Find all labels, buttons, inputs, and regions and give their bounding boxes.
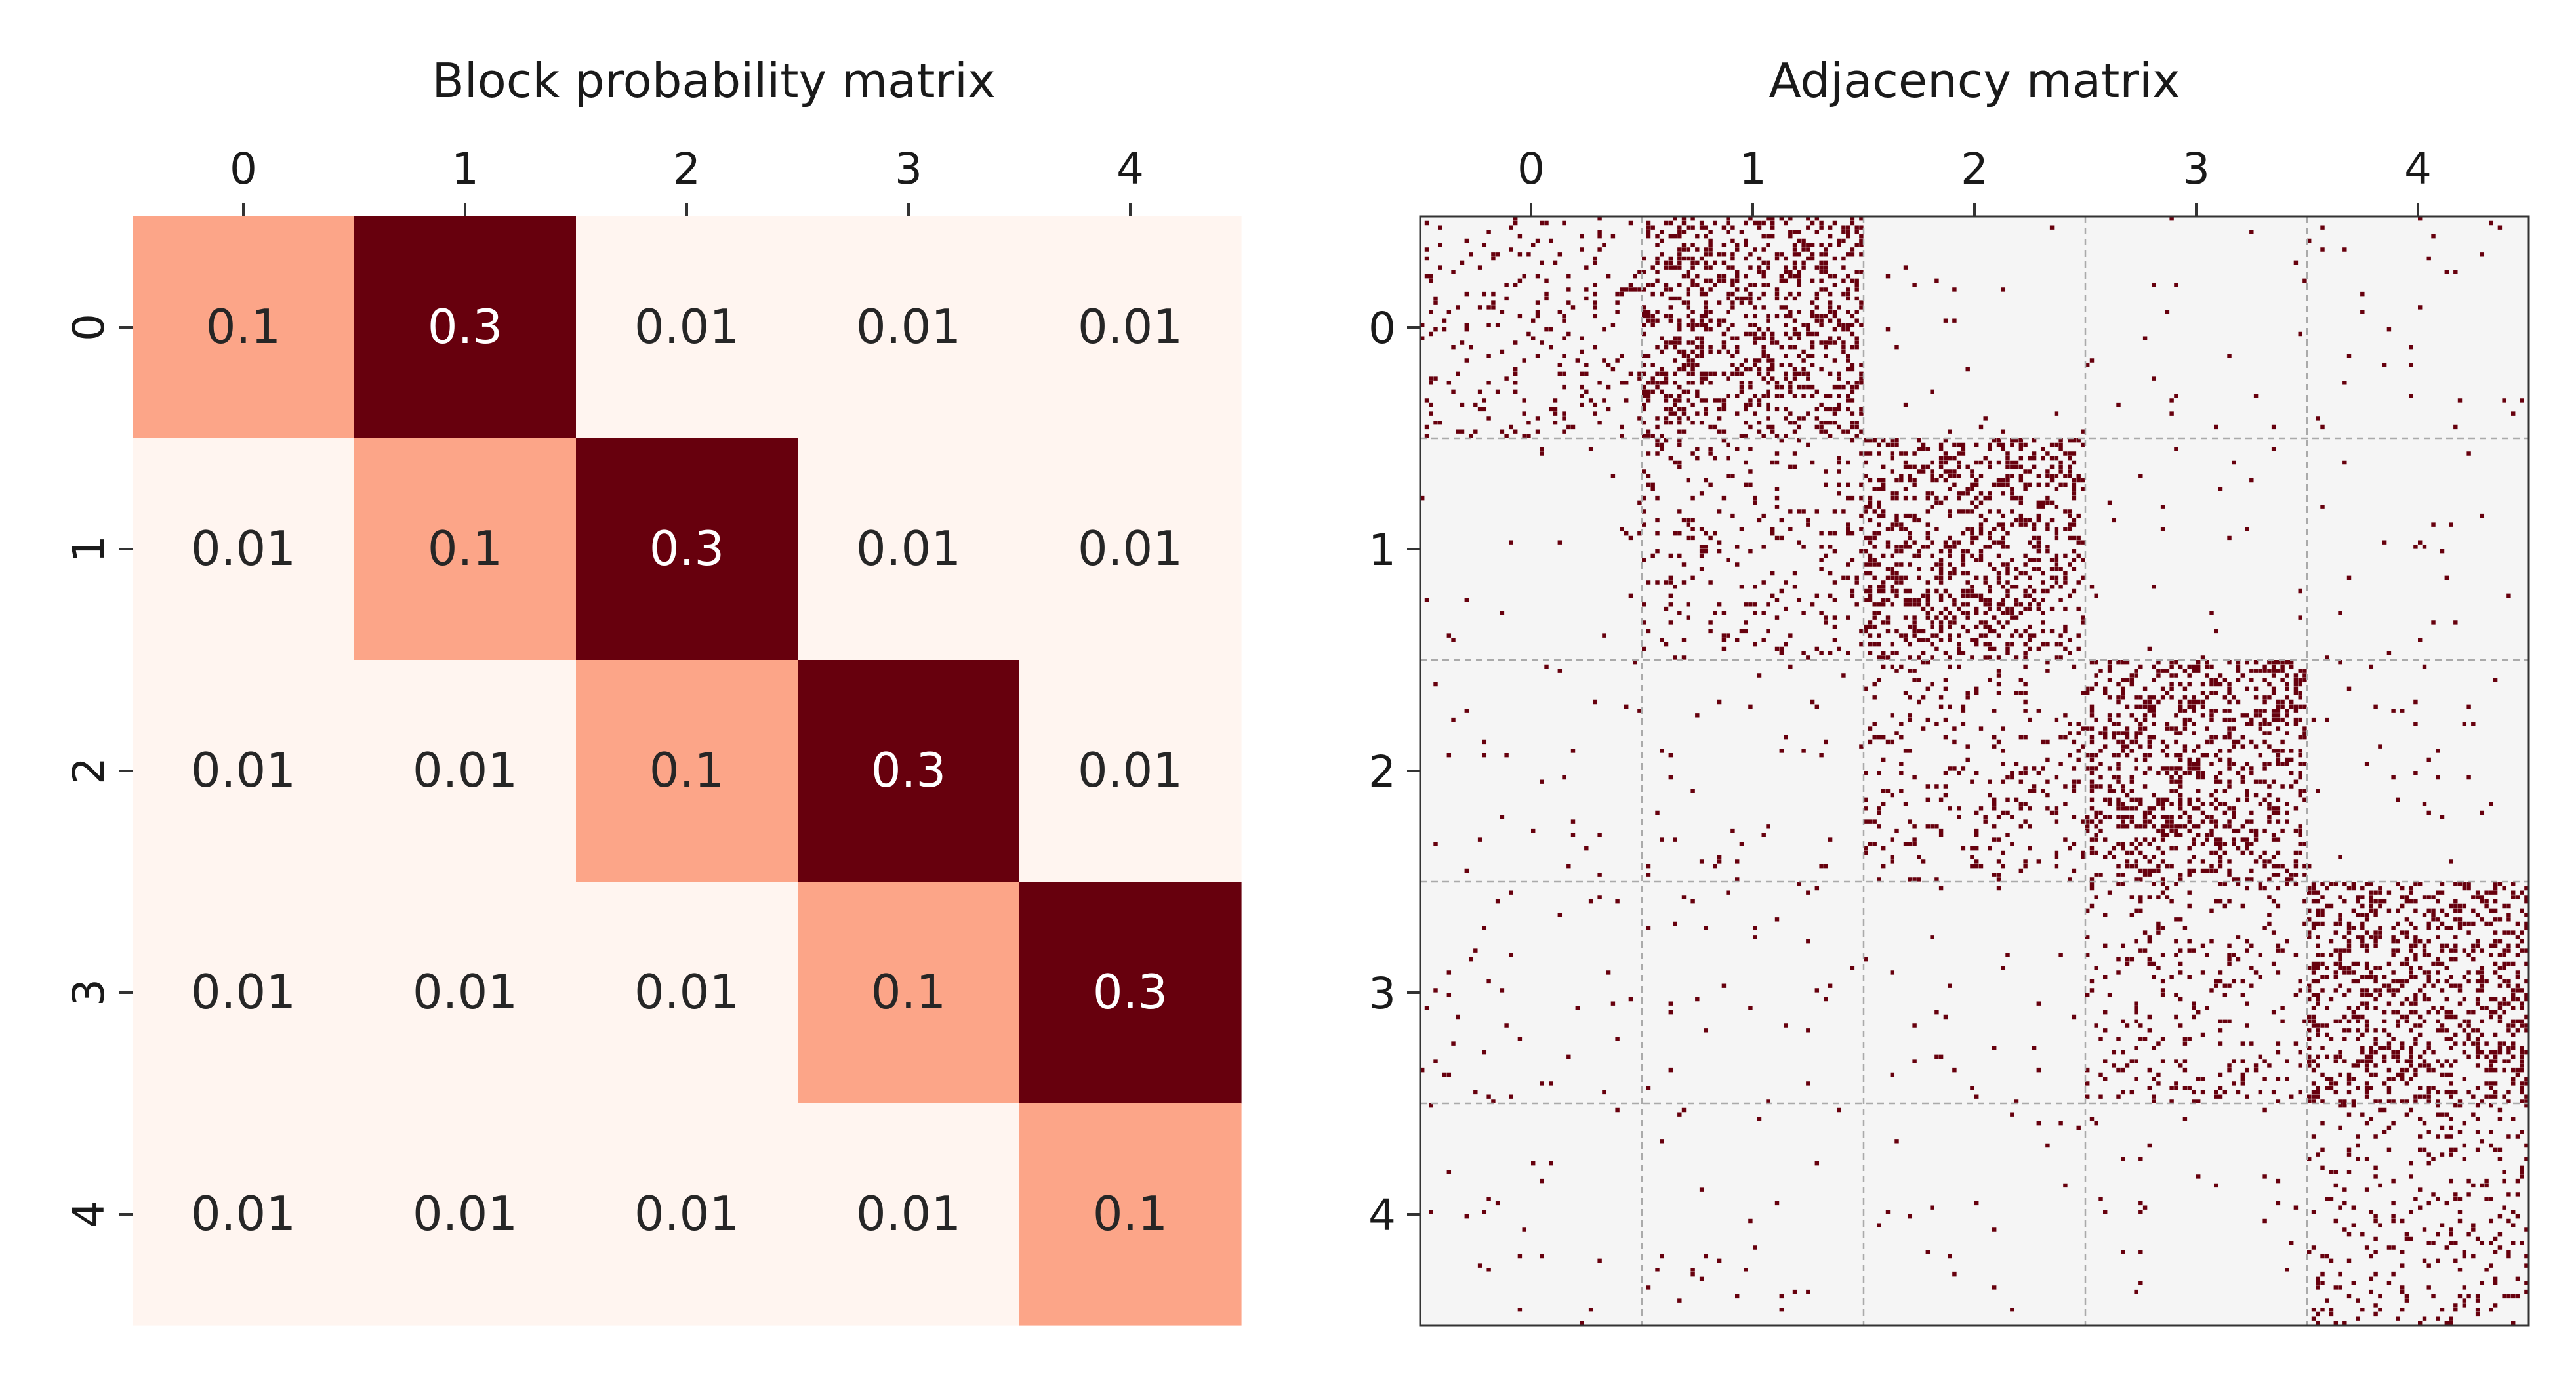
block-probability-panel: Block probability matrix 0.1 0.3 0.01 0.01 0…	[64, 53, 1242, 1326]
heatmap-cell-2-3	[798, 660, 1020, 882]
adjacency-panel: Adjacency matrix 0 1 2 3 4 0 1 2 3 4	[1368, 53, 2530, 1327]
cell-label-4-4: 0.1	[1093, 1186, 1168, 1241]
left-y-tick-label-3: 3	[64, 979, 114, 1006]
right-y-tick-label-1: 1	[1368, 525, 1396, 575]
cell-label-3-3: 0.1	[871, 964, 947, 1020]
heatmap-cell-4-4	[1019, 1103, 1242, 1326]
cell-label-0-3: 0.01	[856, 299, 961, 354]
cell-label-4-1: 0.01	[413, 1186, 518, 1241]
cell-label-3-1: 0.01	[413, 964, 518, 1020]
cell-label-2-2: 0.1	[649, 743, 725, 798]
left-y-ticks: 0 1 2 3 4	[64, 314, 133, 1228]
right-x-tick-label-0: 0	[1517, 144, 1545, 194]
heatmap-cell-0-0	[133, 216, 355, 439]
left-x-tick-label-2: 2	[673, 144, 701, 194]
heatmap-cell-4-0	[133, 1103, 355, 1326]
adjacency-block-grid	[1420, 216, 2529, 1325]
cell-label-2-0: 0.01	[191, 743, 296, 798]
heatmap-cell-1-0	[133, 438, 355, 661]
cell-label-1-1: 0.1	[428, 521, 503, 576]
left-y-tick-label-1: 1	[64, 535, 114, 563]
cell-label-2-4: 0.01	[1078, 743, 1183, 798]
heatmap-cell-3-4	[1019, 882, 1242, 1104]
heatmap-cell-4-1	[354, 1103, 577, 1326]
cell-label-0-2: 0.01	[634, 299, 739, 354]
cell-label-4-2: 0.01	[634, 1186, 739, 1241]
left-x-tick-label-0: 0	[230, 144, 257, 194]
cell-label-3-0: 0.01	[191, 964, 296, 1020]
right-y-tick-label-4: 4	[1368, 1190, 1396, 1241]
heatmap-cell-2-2	[576, 660, 798, 882]
left-chart-title: Block probability matrix	[432, 53, 995, 108]
cell-label-0-4: 0.01	[1078, 299, 1183, 354]
left-y-tick-label-4: 4	[64, 1201, 114, 1228]
heatmap-cell-3-3	[798, 882, 1020, 1104]
heatmap-cell-1-3	[798, 438, 1020, 661]
right-x-tick-label-1: 1	[1739, 144, 1767, 194]
left-x-tick-label-1: 1	[451, 144, 479, 194]
heatmap-cell-4-2	[576, 1103, 798, 1326]
left-y-tick-label-2: 2	[64, 757, 114, 785]
left-heatmap-cells: 0.1 0.3 0.01 0.01 0.01 0.01 0.1 0.3 0.01 0.01 0.01…	[133, 216, 1242, 1326]
cell-label-1-3: 0.01	[856, 521, 961, 576]
heatmap-cell-2-4	[1019, 660, 1242, 882]
right-x-tick-label-3: 3	[2182, 144, 2210, 194]
right-x-tick-label-2: 2	[1961, 144, 1988, 194]
heatmap-cell-3-0	[133, 882, 355, 1104]
heatmap-cell-1-1	[354, 438, 577, 661]
heatmap-cell-3-2	[576, 882, 798, 1104]
heatmap-cell-0-4	[1019, 216, 1242, 439]
left-x-ticks: 0 1 2 3 4	[230, 144, 1144, 216]
right-x-ticks: 0 1 2 3 4	[1517, 144, 2432, 216]
cell-label-4-3: 0.01	[856, 1186, 961, 1241]
heatmap-cell-0-2	[576, 216, 798, 439]
cell-label-2-1: 0.01	[413, 743, 518, 798]
left-y-tick-label-0: 0	[64, 314, 114, 341]
cell-label-1-0: 0.01	[191, 521, 296, 576]
heatmap-cell-0-3	[798, 216, 1020, 439]
cell-label-2-3: 0.3	[871, 743, 947, 798]
right-x-tick-label-4: 4	[2404, 144, 2432, 194]
heatmap-cell-4-3	[798, 1103, 1020, 1326]
cell-label-3-4: 0.3	[1093, 964, 1168, 1020]
cell-label-1-4: 0.01	[1078, 521, 1183, 576]
cell-label-0-0: 0.1	[206, 299, 281, 354]
cell-label-1-2: 0.3	[649, 521, 725, 576]
right-y-tick-label-2: 2	[1368, 747, 1396, 797]
right-chart-title: Adjacency matrix	[1768, 53, 2180, 108]
heatmap-cell-2-1	[354, 660, 577, 882]
heatmap-cell-3-1	[354, 882, 577, 1104]
heatmap-cell-0-1	[354, 216, 577, 439]
left-x-tick-label-3: 3	[895, 144, 922, 194]
cell-label-0-1: 0.3	[428, 299, 503, 354]
cell-label-3-2: 0.01	[634, 964, 739, 1020]
right-y-ticks: 0 1 2 3 4	[1368, 303, 1420, 1241]
heatmap-cell-2-0	[133, 660, 355, 882]
cell-label-4-0: 0.01	[191, 1186, 296, 1241]
heatmap-cell-1-2	[576, 438, 798, 661]
left-x-tick-label-4: 4	[1116, 144, 1144, 194]
right-y-tick-label-0: 0	[1368, 303, 1396, 354]
right-y-tick-label-3: 3	[1368, 968, 1396, 1019]
heatmap-cell-1-4	[1019, 438, 1242, 661]
